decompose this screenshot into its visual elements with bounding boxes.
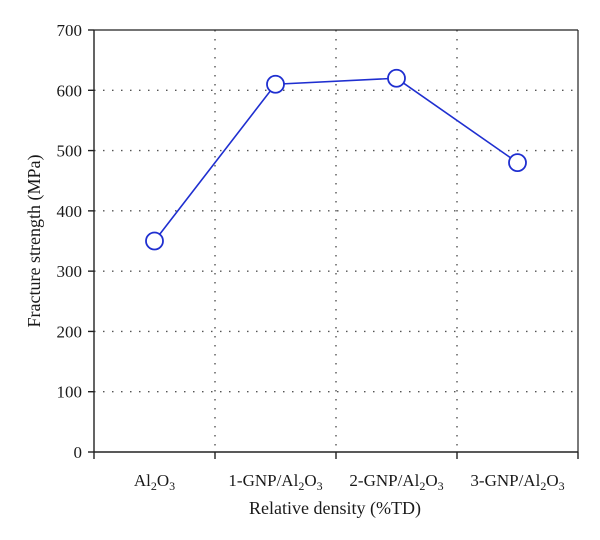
y-tick-label: 700	[57, 21, 83, 40]
x-axis-title: Relative density (%TD)	[249, 498, 421, 519]
x-tick-label: 1-GNP/Al2O3	[228, 471, 322, 493]
tick-labels: 0 100 200 300 400 500 600 700 Al2O3 1-GNP/Al2O3 2-…	[57, 21, 565, 493]
data-point-marker	[145, 231, 164, 251]
y-tick-label: 300	[57, 262, 83, 281]
data-point-marker	[387, 68, 406, 88]
x-tick-label: 2-GNP/Al2O3	[349, 471, 443, 493]
y-tick-label: 600	[57, 81, 83, 100]
y-axis-title: Fracture strength (MPa)	[24, 155, 45, 328]
series-line	[153, 77, 518, 242]
y-tick-label: 200	[57, 322, 83, 341]
x-tick-label: Al2O3	[134, 471, 175, 493]
y-tick-label: 100	[57, 383, 83, 402]
axes	[88, 29, 579, 459]
y-tick-label: 400	[57, 202, 83, 221]
data-point-marker	[508, 153, 527, 173]
series-line-group	[145, 68, 527, 251]
y-tick-label: 0	[74, 443, 83, 462]
data-point-marker	[266, 74, 285, 94]
grid-lines	[94, 30, 578, 452]
y-tick-label: 500	[57, 142, 83, 161]
x-tick-label: 3-GNP/Al2O3	[470, 471, 564, 493]
